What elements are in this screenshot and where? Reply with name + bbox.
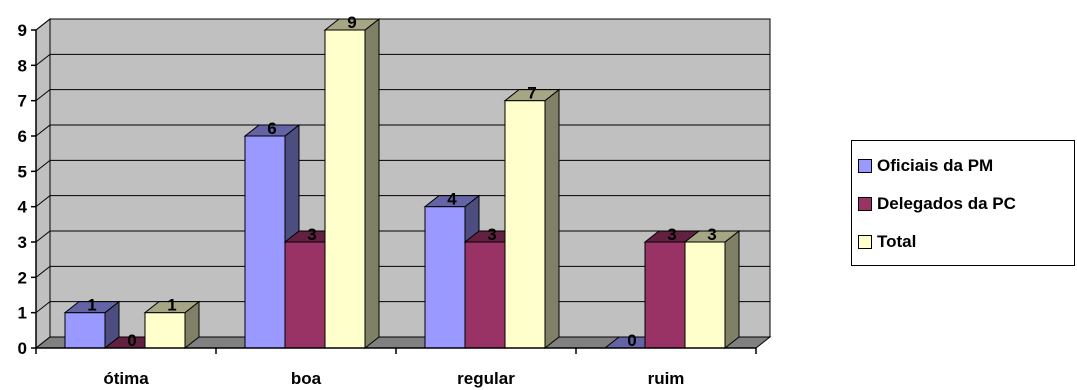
x-ticks: ótima boa regular ruim	[35, 348, 757, 388]
legend-label: Delegados da PC	[877, 194, 1016, 213]
bar-side	[364, 17, 380, 350]
gridline-side	[35, 89, 51, 102]
bar-front	[284, 241, 326, 349]
data-label: 3	[307, 225, 316, 244]
bar	[683, 229, 741, 350]
y-tick-label: 3	[18, 233, 27, 252]
bar-side	[724, 229, 740, 350]
y-tick-label: 6	[18, 127, 27, 146]
bar-top	[423, 195, 481, 208]
gridline-side	[35, 301, 51, 314]
bar	[503, 88, 561, 350]
y-tick-label: 2	[18, 268, 27, 287]
bar-front	[424, 206, 466, 349]
bar-front	[644, 241, 686, 349]
gridlines	[35, 18, 770, 314]
gridline-side	[35, 18, 51, 31]
legend-item-delegados: Delegados da PC	[858, 185, 1074, 223]
value-labels: 1 0 1 6 3 9 4 3 7 0 3 3	[87, 13, 716, 350]
x-tick-label: boa	[291, 369, 322, 388]
y-tick-label: 5	[18, 162, 27, 181]
bar-top	[243, 124, 301, 137]
data-label: 3	[707, 225, 716, 244]
data-label: 4	[447, 190, 457, 209]
y-tick-label: 7	[18, 92, 27, 111]
data-label: 3	[667, 225, 676, 244]
y-tick-label: 0	[18, 339, 27, 358]
y-tick-label: 4	[18, 198, 28, 217]
gridline-side	[35, 159, 51, 172]
bar-front	[144, 312, 186, 349]
gridline-side	[35, 124, 51, 137]
y-ticks: 0 1 2 3 4 5 6 7 8 9	[18, 21, 36, 358]
bars	[63, 17, 741, 350]
side-wall	[35, 17, 51, 350]
bar-top	[143, 301, 201, 314]
data-label: 1	[87, 296, 96, 315]
legend-item-oficiais: Oficiais da PM	[858, 147, 1074, 185]
x-tick-label: regular	[457, 369, 515, 388]
legend-item-total: Total	[858, 223, 1074, 261]
bar-front	[684, 241, 726, 349]
legend-swatch	[858, 159, 872, 173]
y-tick-label: 1	[18, 304, 27, 323]
bar	[323, 17, 381, 350]
data-label: 0	[127, 331, 136, 350]
legend-label: Total	[877, 232, 917, 251]
data-label: 0	[627, 331, 636, 350]
data-label: 6	[267, 119, 276, 138]
x-tick-label: ruim	[648, 369, 685, 388]
y-tick-label: 8	[18, 56, 27, 75]
x-tick-label: ótima	[103, 369, 149, 388]
bar-front	[504, 100, 546, 349]
y-tick-label: 9	[18, 21, 27, 40]
gridline-side	[35, 265, 51, 278]
legend-swatch	[858, 235, 872, 249]
legend-swatch	[858, 197, 872, 211]
gridline-side	[35, 53, 51, 66]
data-label: 3	[487, 225, 496, 244]
bar-front	[64, 312, 106, 349]
bar-top	[323, 18, 381, 31]
legend: Oficiais da PM Delegados da PC Total	[851, 140, 1075, 266]
bar-top	[683, 230, 741, 243]
bar-front	[324, 29, 366, 349]
bar-front	[244, 135, 286, 349]
data-label: 7	[527, 84, 536, 103]
data-label: 9	[347, 13, 356, 32]
bar-top	[503, 89, 561, 102]
bar-front	[464, 241, 506, 349]
bar	[63, 300, 121, 350]
gridline-side	[35, 230, 51, 243]
gridline-side	[35, 195, 51, 208]
bar-side	[544, 88, 560, 350]
data-label: 1	[167, 296, 176, 315]
bar-top	[63, 301, 121, 314]
legend-label: Oficiais da PM	[877, 156, 994, 175]
